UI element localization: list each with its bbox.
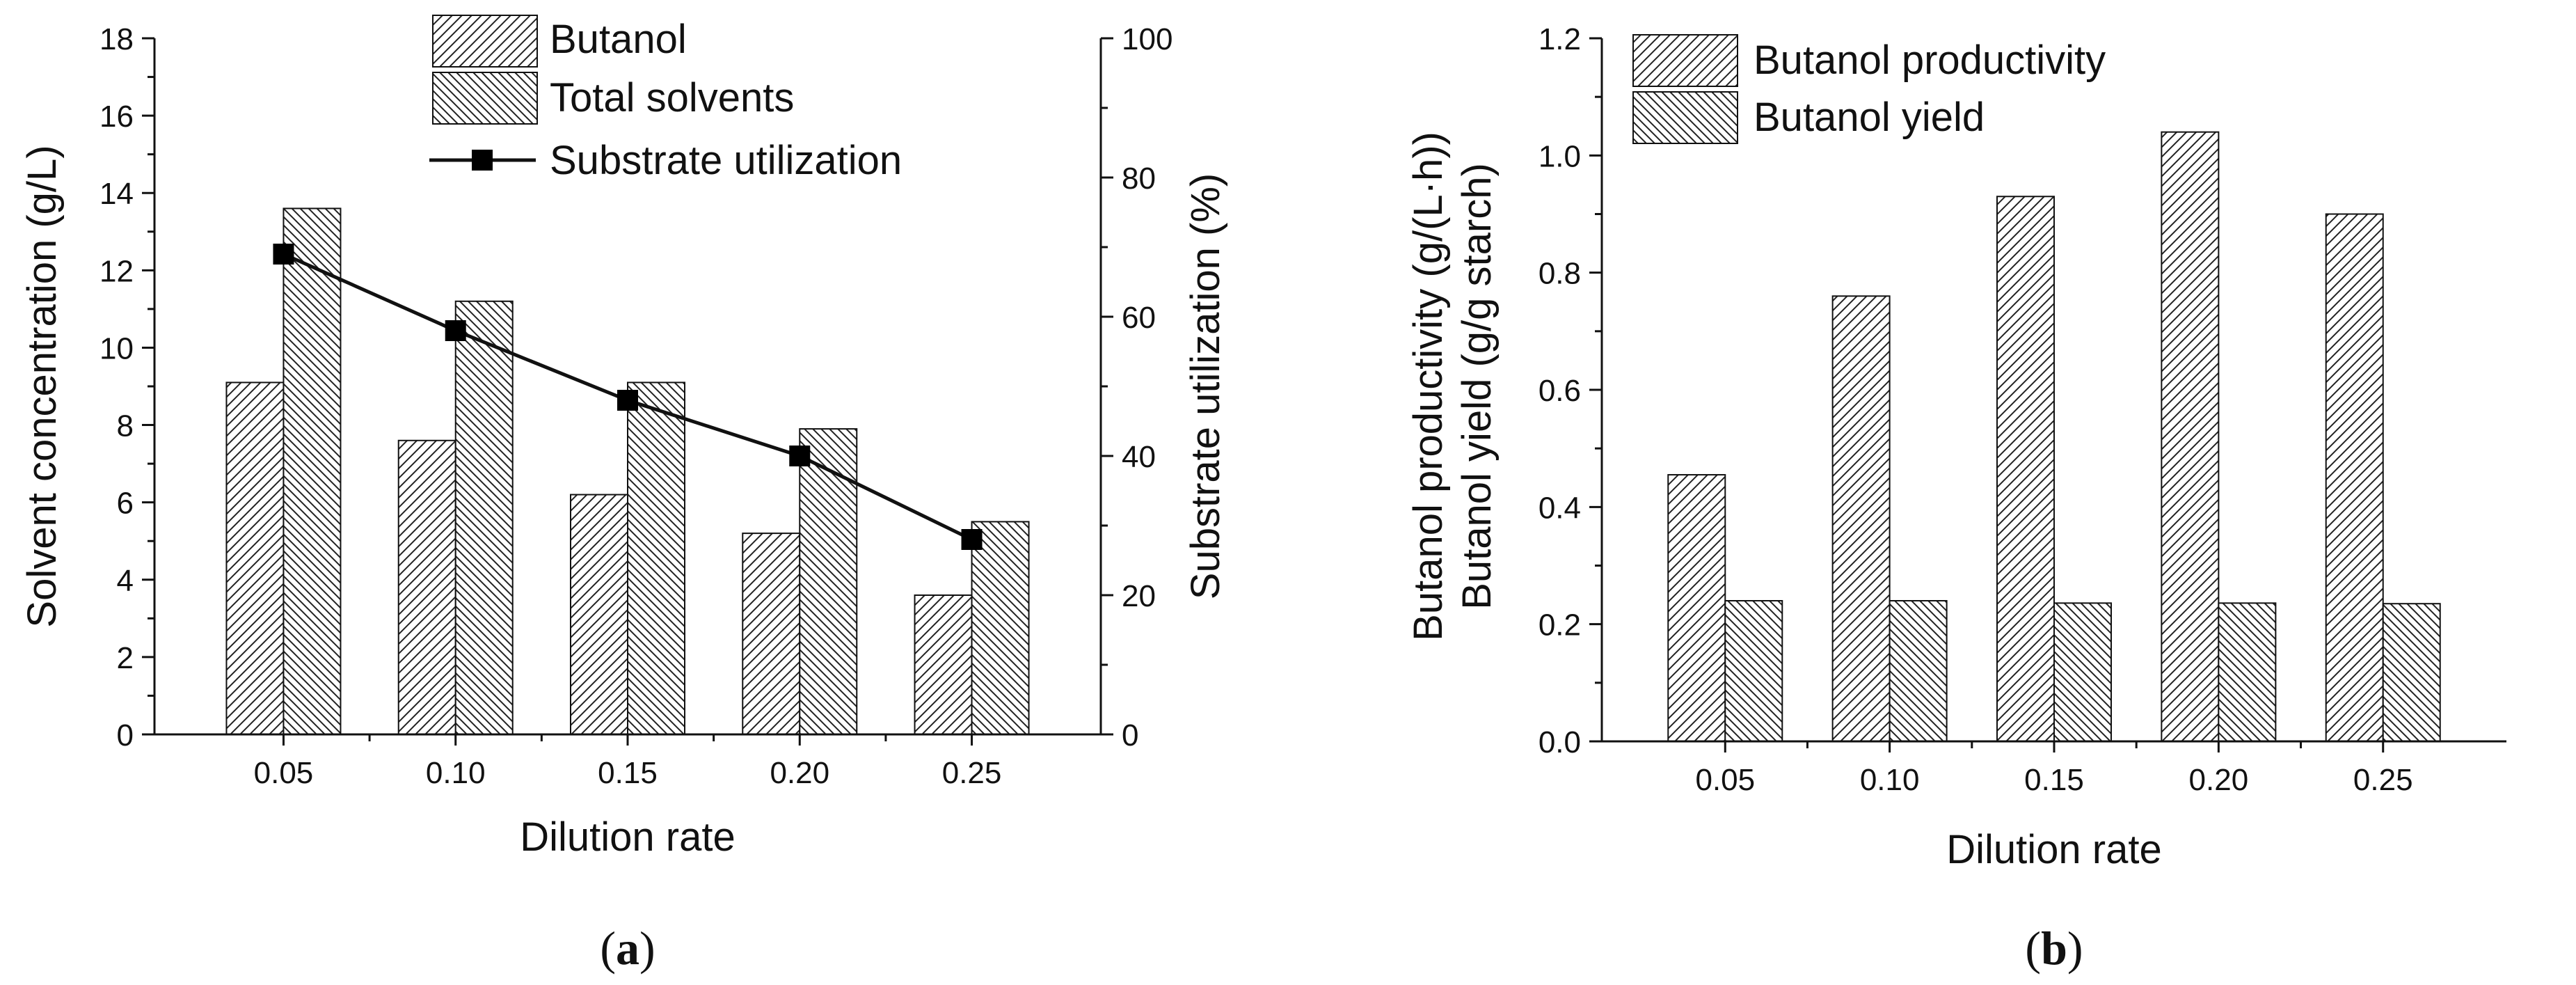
a-xtick-label-0-05: 0.05 (254, 756, 314, 790)
a-xtick-label-0-20: 0.20 (770, 756, 829, 790)
marker-substrate-utilization-0-25 (961, 529, 983, 550)
bar-butanol-0-20 (742, 533, 801, 735)
bar-butanol-0-05 (225, 381, 285, 735)
a-y2tick-label-20: 20 (1122, 579, 1156, 613)
bar-total-solvents-0-25 (971, 521, 1030, 735)
bar-butanol-yield-0-10 (1889, 600, 1948, 742)
panel-b-x-axis-title: Dilution rate (1946, 827, 2161, 872)
b-xtick-label-0-15: 0.15 (2024, 763, 2084, 797)
a-ytick-label-16: 16 (100, 100, 134, 134)
a-y2tick-label-0: 0 (1122, 718, 1138, 752)
b-ytick-label-0-6: 0.6 (1539, 374, 1581, 408)
panel-a-x-axis-title: Dilution rate (520, 814, 735, 860)
a-ytick-label-14: 14 (100, 177, 134, 211)
a-y2tick-label-100: 100 (1122, 22, 1172, 56)
panel-a-caption-open: ( (600, 922, 616, 975)
bar-butanol-yield-0-20 (2218, 602, 2277, 742)
bar-total-solvents-0-05 (283, 207, 342, 735)
legend-label-butanol-productivity: Butanol productivity (1754, 38, 2106, 83)
panel-b-legend: Butanol productivity Butanol yield (1632, 34, 2106, 144)
legend-label-total-solvents: Total solvents (550, 75, 794, 120)
panel-b-caption-open: ( (2025, 922, 2041, 975)
bar-butanol-productivity-0-25 (2325, 213, 2384, 742)
bar-butanol-yield-0-15 (2053, 602, 2112, 742)
bar-butanol-yield-0-05 (1724, 600, 1783, 742)
bar-total-solvents-0-20 (799, 428, 858, 735)
panel-a-bars (225, 207, 1030, 735)
marker-substrate-utilization-0-20 (789, 446, 811, 466)
panel-b-bars (1667, 131, 2441, 743)
bar-butanol-0-15 (570, 494, 628, 735)
panel-a-legend: Butanol Total solvents Substrate utiliza… (429, 15, 902, 183)
legend-swatch-butanol-yield (1632, 91, 1738, 144)
legend-swatch-butanol (432, 15, 538, 68)
chart-panel-b: 0.00.20.40.60.81.01.2 0.05 0.10 0.15 0.20 0.… (1406, 22, 2506, 975)
panel-a-right-ticks: 0 20 40 60 80 100 (1101, 22, 1172, 752)
panel-a-x-ticks: 0.05 0.10 0.15 0.20 0.25 (254, 734, 1002, 790)
panel-b-y-axis-title-line1: Butanol productivity (g/(L·h)) (1406, 132, 1451, 641)
legend-label-butanol-yield: Butanol yield (1754, 95, 1985, 140)
legend-label-butanol: Butanol (550, 17, 687, 62)
a-ytick-label-18: 18 (100, 22, 134, 56)
panel-a-left-ticks: 0 2 4 6 8 10 12 14 16 18 (100, 22, 154, 752)
panel-a-y-axis-title: Solvent concentration (g/L) (19, 145, 65, 627)
b-ytick-label-0-4: 0.4 (1539, 491, 1581, 525)
bar-butanol-0-10 (397, 439, 456, 735)
bar-butanol-yield-0-25 (2382, 603, 2441, 742)
panel-a-caption: (a) (600, 922, 655, 975)
a-ytick-label-6: 6 (117, 487, 134, 521)
bar-total-solvents-0-10 (454, 300, 514, 735)
bar-butanol-productivity-0-05 (1667, 474, 1726, 743)
panel-b-left-ticks: 0.0 0.2 0.4 0.6 0.8 1.0 1.2 (1539, 22, 1602, 759)
bar-butanol-0-25 (914, 594, 973, 735)
bar-butanol-productivity-0-10 (1831, 295, 1891, 743)
b-xtick-label-0-10: 0.10 (1860, 763, 1920, 797)
a-xtick-label-0-25: 0.25 (942, 756, 1002, 790)
b-ytick-label-0-8: 0.8 (1539, 257, 1581, 291)
panel-a-utilization-line (273, 244, 983, 550)
bar-butanol-productivity-0-15 (1996, 196, 2055, 742)
panel-a-caption-close: ) (639, 922, 655, 975)
a-xtick-label-0-10: 0.10 (426, 756, 486, 790)
legend-swatch-total-solvents (432, 72, 538, 125)
b-xtick-label-0-20: 0.20 (2189, 763, 2249, 797)
bar-butanol-productivity-0-20 (2161, 131, 2220, 742)
panel-b-x-ticks: 0.05 0.10 0.15 0.20 0.25 (1695, 741, 2413, 797)
panel-a-y2-axis-title: Substrate utilization (%) (1183, 173, 1228, 599)
a-y2tick-label-60: 60 (1122, 301, 1156, 335)
marker-substrate-utilization-0-15 (617, 390, 638, 411)
panel-b-caption: (b) (2025, 922, 2083, 975)
marker-substrate-utilization-0-10 (445, 320, 466, 341)
legend-label-substrate-utilization: Substrate utilization (550, 138, 902, 183)
b-ytick-label-0-2: 0.2 (1539, 608, 1581, 643)
chart-panel-a: 0 2 4 6 8 10 12 14 16 18 0 20 40 60 80 100 0.05 0.10 0.1… (19, 15, 1228, 975)
a-xtick-label-0-15: 0.15 (598, 756, 658, 790)
bar-total-solvents-0-15 (627, 381, 685, 735)
b-ytick-label-1-2: 1.2 (1539, 22, 1581, 56)
a-y2tick-label-40: 40 (1122, 440, 1156, 474)
b-ytick-label-1-0: 1.0 (1539, 139, 1581, 173)
panel-b-caption-letter: b (2041, 922, 2067, 975)
a-ytick-label-10: 10 (100, 331, 134, 365)
panel-b-y-axis-title-line2: Butanol yield (g/g starch) (1454, 163, 1500, 610)
b-xtick-label-0-05: 0.05 (1695, 763, 1755, 797)
a-ytick-label-2: 2 (117, 641, 134, 675)
legend-marker-substrate-utilization (472, 150, 493, 171)
a-ytick-label-0: 0 (117, 718, 134, 752)
panel-a-caption-letter: a (616, 922, 639, 975)
panel-b-caption-close: ) (2067, 922, 2083, 975)
a-ytick-label-4: 4 (117, 564, 134, 598)
b-ytick-label-0-0: 0.0 (1539, 725, 1581, 759)
a-y2tick-label-80: 80 (1122, 161, 1156, 196)
b-xtick-label-0-25: 0.25 (2353, 763, 2413, 797)
a-ytick-label-8: 8 (117, 409, 134, 443)
a-ytick-label-12: 12 (100, 254, 134, 288)
legend-swatch-butanol-productivity (1632, 34, 1738, 87)
marker-substrate-utilization-0-05 (273, 244, 294, 265)
